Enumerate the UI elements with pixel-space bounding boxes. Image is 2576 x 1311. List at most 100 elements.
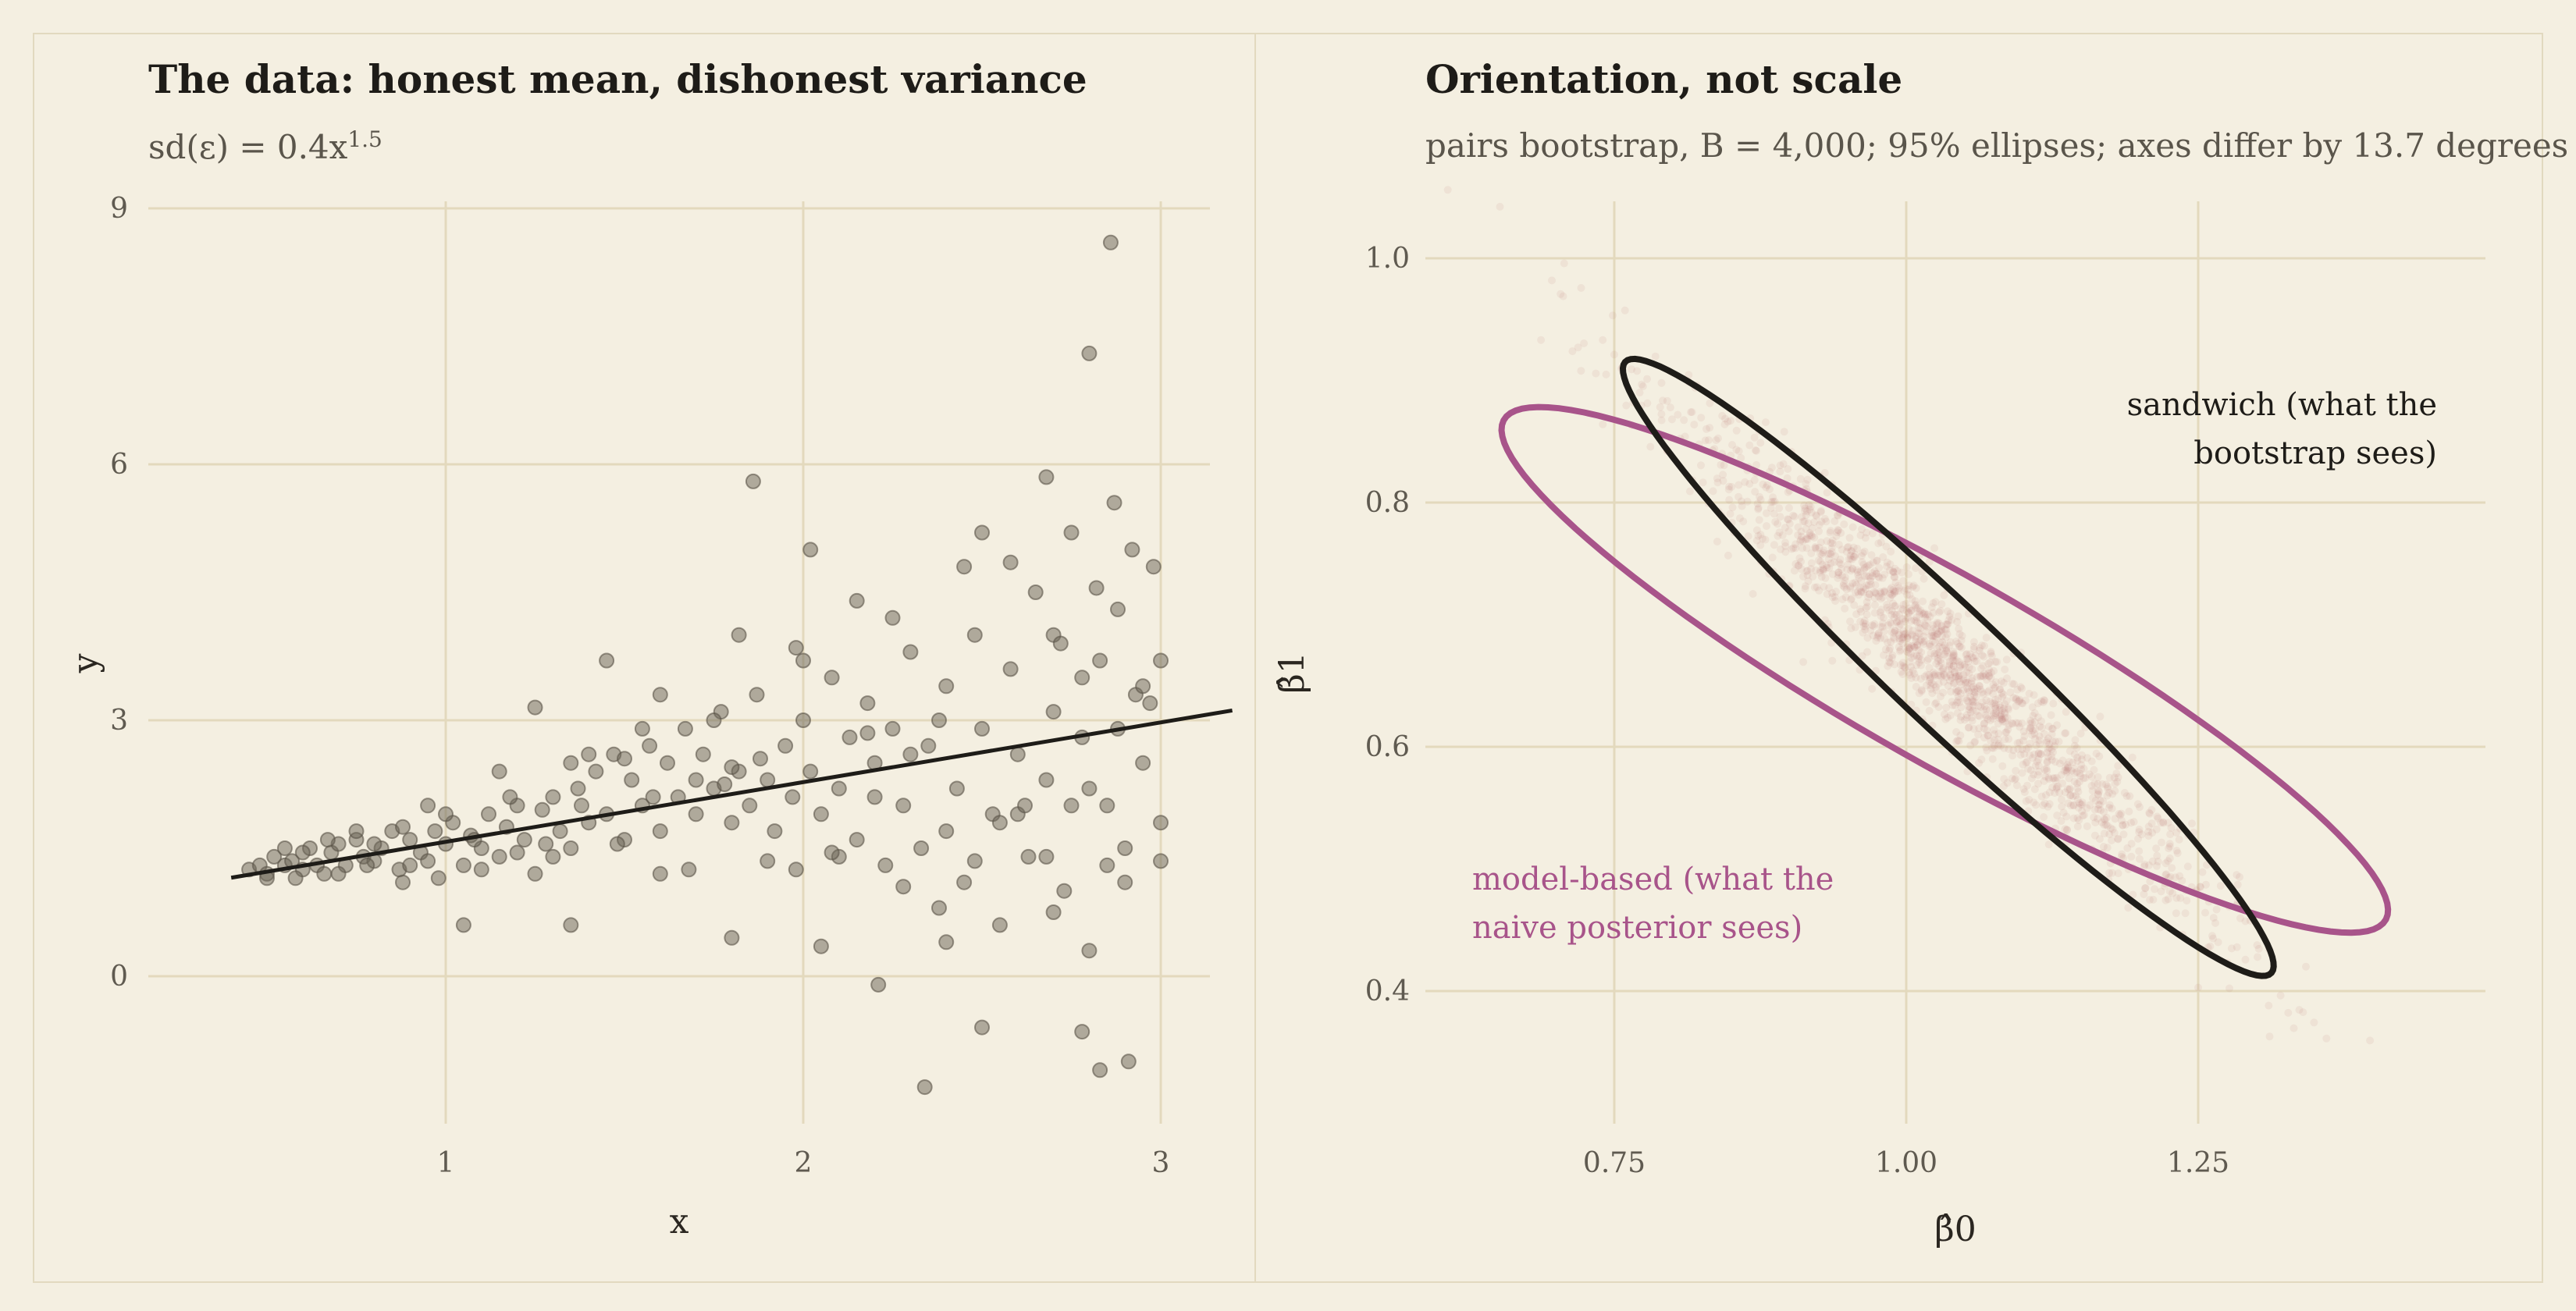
bootstrap-point	[2030, 709, 2039, 717]
bootstrap-point	[1936, 656, 1944, 664]
bootstrap-point	[1775, 528, 1784, 537]
bootstrap-point	[2036, 740, 2044, 748]
bootstrap-point	[1837, 560, 1845, 569]
bootstrap-point	[1956, 731, 1965, 740]
data-point	[866, 789, 883, 805]
bootstrap-point	[2122, 820, 2130, 829]
bootstrap-point	[2065, 785, 2074, 794]
bootstrap-point	[1767, 504, 1775, 513]
bootstrap-point	[2127, 819, 2135, 827]
bootstrap-point	[2023, 758, 2031, 766]
bootstrap-point	[1794, 561, 1802, 570]
bootstrap-point	[1756, 531, 1765, 539]
bootstrap-point	[1859, 619, 1868, 627]
bootstrap-point	[2034, 748, 2043, 757]
bootstrap-point	[1984, 687, 1992, 696]
bootstrap-point	[1918, 609, 1927, 617]
bootstrap-point	[2034, 750, 2043, 758]
data-point	[1081, 943, 1098, 959]
bootstrap-point	[1667, 415, 1676, 424]
bootstrap-point	[1797, 532, 1806, 541]
bootstrap-point	[1712, 436, 1720, 445]
bootstrap-point	[2031, 725, 2040, 734]
bootstrap-point	[1923, 681, 1930, 690]
data-point	[570, 780, 586, 797]
right-panel-title: Orientation, not scale	[1425, 56, 1903, 102]
bootstrap-point	[1991, 709, 2000, 717]
bootstrap-point	[1962, 677, 1970, 685]
bootstrap-point	[1801, 584, 1809, 593]
bootstrap-point	[1948, 701, 1957, 709]
bootstrap-point	[1908, 595, 1916, 603]
bootstrap-point	[2209, 914, 2218, 922]
bootstrap-point	[1802, 534, 1811, 542]
bootstrap-point	[1957, 680, 1966, 689]
bootstrap-point	[2147, 819, 2156, 828]
bootstrap-point	[2033, 771, 2042, 780]
bootstrap-point	[1994, 741, 2002, 750]
bootstrap-point	[1800, 501, 1809, 510]
bootstrap-point	[1777, 545, 1784, 553]
bootstrap-point	[2008, 719, 2017, 728]
bootstrap-point	[1893, 567, 1902, 575]
bootstrap-point	[2035, 736, 2044, 744]
bootstrap-point	[1873, 556, 1881, 565]
bootstrap-point	[1827, 548, 1836, 556]
bootstrap-point	[1870, 622, 1878, 631]
data-point	[931, 900, 947, 916]
bootstrap-point	[1577, 367, 1585, 375]
bootstrap-point	[1949, 651, 1958, 659]
bootstrap-point	[1807, 565, 1815, 574]
data-point	[266, 848, 283, 865]
bootstrap-point	[1872, 589, 1880, 598]
bootstrap-point	[2012, 702, 2020, 710]
bootstrap-point	[2087, 782, 2096, 790]
bootstrap-point	[2012, 695, 2020, 704]
bootstrap-point	[2172, 829, 2181, 837]
right-y-axis-label: β̂1	[1272, 652, 1312, 693]
bootstrap-point	[1621, 306, 1629, 314]
bootstrap-point	[1863, 572, 1871, 580]
bootstrap-point	[1859, 560, 1868, 569]
bootstrap-point	[2152, 844, 2161, 853]
bootstrap-point	[1909, 627, 1917, 635]
bootstrap-point	[1973, 673, 1981, 681]
left-ytick-6: 6	[110, 449, 128, 481]
bootstrap-point	[1890, 588, 1898, 596]
bootstrap-point	[1954, 687, 1962, 695]
bootstrap-point	[1925, 642, 1934, 651]
bootstrap-point	[2067, 766, 2076, 775]
data-point	[724, 929, 740, 946]
bootstrap-point	[1860, 563, 1869, 572]
bootstrap-point	[2030, 691, 2038, 699]
bootstrap-point	[2135, 847, 2144, 855]
data-point	[831, 780, 847, 797]
bootstrap-point	[1996, 712, 2005, 720]
bootstrap-point	[1979, 662, 1987, 670]
bootstrap-point	[2107, 824, 2115, 833]
bootstrap-point	[1863, 528, 1871, 537]
bootstrap-point	[1810, 583, 1819, 592]
data-point	[652, 687, 668, 703]
bootstrap-point	[1898, 568, 1906, 577]
bootstrap-point	[1889, 634, 1898, 642]
bootstrap-point	[1821, 574, 1830, 582]
bootstrap-point	[1851, 623, 1859, 631]
bootstrap-point	[1880, 570, 1889, 579]
bootstrap-point	[2016, 723, 2024, 731]
bootstrap-point	[1948, 698, 1956, 706]
bootstrap-point	[1898, 670, 1907, 678]
bootstrap-point	[2062, 768, 2071, 776]
bootstrap-point	[2148, 857, 2157, 865]
bootstrap-point	[2020, 750, 2029, 759]
bootstrap-point	[2154, 814, 2162, 822]
bootstrap-point	[1980, 702, 1989, 711]
bootstrap-point	[1980, 670, 1988, 678]
bootstrap-point	[2083, 804, 2091, 812]
bootstrap-point	[1994, 740, 2003, 748]
bootstrap-point	[1857, 587, 1866, 595]
bootstrap-point	[1917, 648, 1926, 656]
bootstrap-point	[2074, 787, 2083, 796]
bootstrap-point	[2008, 751, 2017, 760]
bootstrap-point	[1846, 584, 1855, 592]
